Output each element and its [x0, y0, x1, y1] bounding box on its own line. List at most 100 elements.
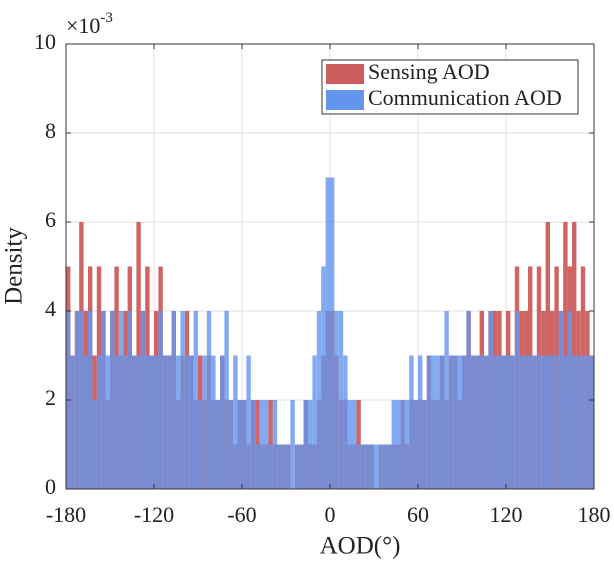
histogram-bar — [246, 355, 251, 489]
histogram-bar — [536, 355, 542, 489]
histogram-bar — [330, 177, 335, 489]
histogram-bar — [554, 355, 559, 489]
legend-box — [321, 59, 579, 115]
histogram-bar — [114, 355, 119, 489]
histogram-bar — [321, 266, 326, 489]
histogram-bar — [523, 355, 528, 489]
histogram-bar — [356, 444, 361, 489]
histogram-bar — [96, 355, 102, 489]
histogram-bar — [290, 400, 295, 489]
histogram-bar — [506, 355, 511, 489]
histogram-bar — [479, 355, 484, 489]
y-tick-label: 0 — [45, 474, 56, 499]
histogram-bar — [510, 355, 515, 489]
histogram-bar — [448, 355, 454, 489]
histogram-bar — [382, 444, 388, 489]
histogram-bar — [171, 311, 176, 489]
histogram-bar — [88, 311, 93, 489]
histogram-bar — [79, 311, 84, 489]
histogram-bar — [255, 444, 260, 489]
y-tick-label: 6 — [45, 207, 56, 232]
histogram-bar — [576, 355, 581, 489]
y-tick-label: 2 — [45, 385, 56, 410]
multiplier-exponent: -3 — [100, 10, 113, 26]
histogram-bar — [316, 311, 322, 489]
histogram-bar — [281, 444, 286, 489]
histogram-bar — [418, 355, 423, 489]
histogram-bar — [404, 400, 410, 489]
histogram-bar — [110, 311, 115, 489]
histogram-bar — [176, 355, 181, 489]
histogram-bar — [558, 311, 564, 489]
y-tick-label: 8 — [45, 118, 56, 143]
y-multiplier: ×10-3 — [66, 10, 113, 38]
histogram-bar — [286, 444, 291, 489]
histogram-bar — [237, 400, 242, 489]
histogram-bar — [400, 400, 405, 489]
histogram-bar — [589, 355, 594, 489]
histogram-bar — [189, 355, 194, 489]
y-axis-label: Density — [1, 227, 28, 305]
histogram-bar — [215, 400, 220, 489]
histogram-bar — [528, 355, 533, 489]
histogram-bar — [136, 355, 141, 489]
histogram-bar — [572, 355, 577, 489]
legend-swatch — [326, 64, 364, 84]
histogram-bar — [563, 355, 568, 489]
histogram-bar — [312, 355, 317, 489]
histogram-bar — [118, 311, 124, 489]
histogram-bar — [228, 400, 234, 489]
histogram-bar — [303, 400, 308, 489]
x-tick-label: -180 — [46, 502, 86, 527]
histogram-bar — [127, 311, 132, 489]
histogram-bar — [211, 355, 216, 489]
histogram-bar — [453, 355, 458, 489]
histogram-bar — [387, 444, 392, 489]
histogram-bar — [550, 355, 555, 489]
histogram-bar — [74, 311, 80, 489]
histogram-bar — [299, 444, 304, 489]
legend-swatch — [326, 90, 364, 110]
histogram-bar — [580, 355, 586, 489]
plot-frame — [65, 43, 595, 490]
histogram-bar — [532, 355, 537, 489]
histogram-bar — [206, 311, 212, 489]
histogram-bar — [105, 355, 110, 489]
histogram-bar — [184, 355, 190, 489]
histogram-bar — [409, 355, 414, 489]
y-tick-label: 4 — [45, 296, 56, 321]
histogram-bar — [334, 311, 339, 489]
histogram-bar — [360, 444, 366, 489]
x-tick-label: 180 — [578, 502, 611, 527]
x-tick-label: -120 — [134, 502, 174, 527]
y-tick-label: 10 — [34, 29, 56, 54]
histogram-bar — [70, 355, 75, 489]
histogram-bar — [259, 400, 264, 489]
histogram-bar — [154, 355, 159, 489]
histogram-bar — [352, 400, 357, 489]
histogram-bar — [149, 355, 154, 489]
x-axis-label: AOD(°) — [320, 533, 401, 560]
histogram-bar — [492, 355, 498, 489]
histogram-bar — [413, 400, 418, 489]
histogram-bar — [501, 355, 506, 489]
histogram-bar — [162, 355, 168, 489]
histogram-bar — [343, 355, 348, 489]
histogram-bar — [202, 355, 207, 489]
histogram-bar — [272, 400, 278, 489]
histogram-bar — [325, 177, 330, 489]
histogram-bar — [264, 400, 269, 489]
histogram-bar — [242, 400, 247, 489]
histogram-bar — [347, 400, 352, 489]
histogram-bar — [466, 311, 471, 489]
histogram-bar — [277, 444, 282, 489]
legend-label: Sensing AOD — [368, 59, 490, 84]
histogram-bar — [83, 355, 88, 489]
histogram-bar — [444, 311, 449, 489]
histogram-bar — [294, 444, 300, 489]
histogram-bar — [224, 311, 229, 489]
histogram-bar — [167, 355, 172, 489]
histogram-bar — [101, 311, 106, 489]
x-tick-label: -60 — [227, 502, 256, 527]
histogram-bar — [470, 355, 476, 489]
